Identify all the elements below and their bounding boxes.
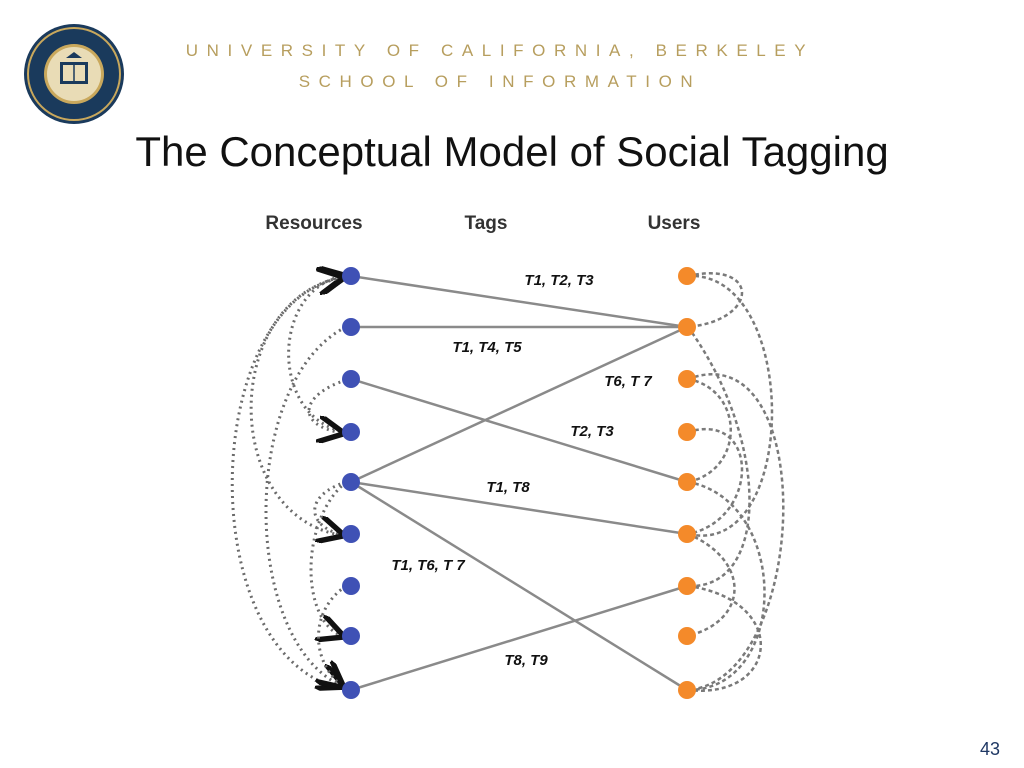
tagging-edges	[350, 274, 688, 692]
tagging-edge	[350, 274, 688, 329]
slide-title: The Conceptual Model of Social Tagging	[135, 128, 889, 175]
user-link	[687, 274, 774, 537]
user-link	[686, 326, 751, 588]
tagging-edge	[350, 325, 688, 484]
resource-link	[230, 278, 346, 692]
resource-node	[342, 370, 360, 388]
user-link	[687, 584, 762, 692]
column-header-users: Users	[648, 213, 701, 234]
user-node	[678, 473, 696, 491]
resource-links	[230, 276, 346, 692]
resource-node	[342, 577, 360, 595]
user-link	[687, 532, 736, 638]
uc-berkeley-seal-logo: 1868	[24, 24, 124, 124]
resource-link	[307, 378, 346, 433]
user-node	[678, 577, 696, 595]
user-node	[678, 318, 696, 336]
user-link	[687, 272, 744, 329]
resource-link	[318, 584, 346, 686]
resource-node	[342, 473, 360, 491]
edge-tags-label: T1, T8	[486, 479, 530, 496]
user-node	[678, 267, 696, 285]
tagging-edge	[350, 480, 688, 692]
resource-node	[342, 318, 360, 336]
user-node	[678, 681, 696, 699]
resource-link	[264, 325, 346, 686]
tagging-edge	[350, 377, 688, 484]
resource-nodes	[342, 267, 360, 699]
user-nodes	[678, 267, 696, 699]
resource-link	[249, 277, 346, 538]
resource-node	[342, 681, 360, 699]
column-header-resources: Resources	[265, 213, 362, 234]
seal-year: 1868	[66, 95, 82, 102]
resource-node	[342, 267, 360, 285]
edge-tags-label: T6, T 7	[604, 373, 652, 390]
resource-node	[342, 627, 360, 645]
user-node	[678, 423, 696, 441]
user-node	[678, 525, 696, 543]
user-node	[678, 370, 696, 388]
user-links	[686, 272, 785, 692]
university-name: UNIVERSITY OF CALIFORNIA, BERKELEY	[185, 41, 815, 60]
resource-node	[342, 525, 360, 543]
page-number: 43	[979, 739, 1000, 759]
social-tagging-diagram: Resources Tags Users T1, T2, T3 T1, T4, …	[230, 213, 785, 699]
resource-link	[309, 480, 346, 636]
edge-tags-label: T2, T3	[570, 423, 614, 440]
user-link	[687, 428, 744, 536]
user-node	[678, 627, 696, 645]
tagging-edge	[350, 584, 688, 692]
tagging-edge	[350, 480, 688, 536]
column-header-tags: Tags	[465, 213, 508, 234]
user-link	[687, 480, 766, 692]
edge-tags-label: T8, T9	[504, 652, 548, 669]
resource-node	[342, 423, 360, 441]
school-name: SCHOOL OF INFORMATION	[298, 72, 702, 91]
edge-tags-label: T1, T2, T3	[524, 272, 594, 289]
edge-tags-label: T1, T6, T 7	[391, 557, 465, 574]
edge-tags-label: T1, T4, T5	[452, 339, 522, 356]
user-link	[687, 377, 732, 484]
resource-link	[313, 480, 346, 535]
resource-link	[287, 276, 346, 434]
